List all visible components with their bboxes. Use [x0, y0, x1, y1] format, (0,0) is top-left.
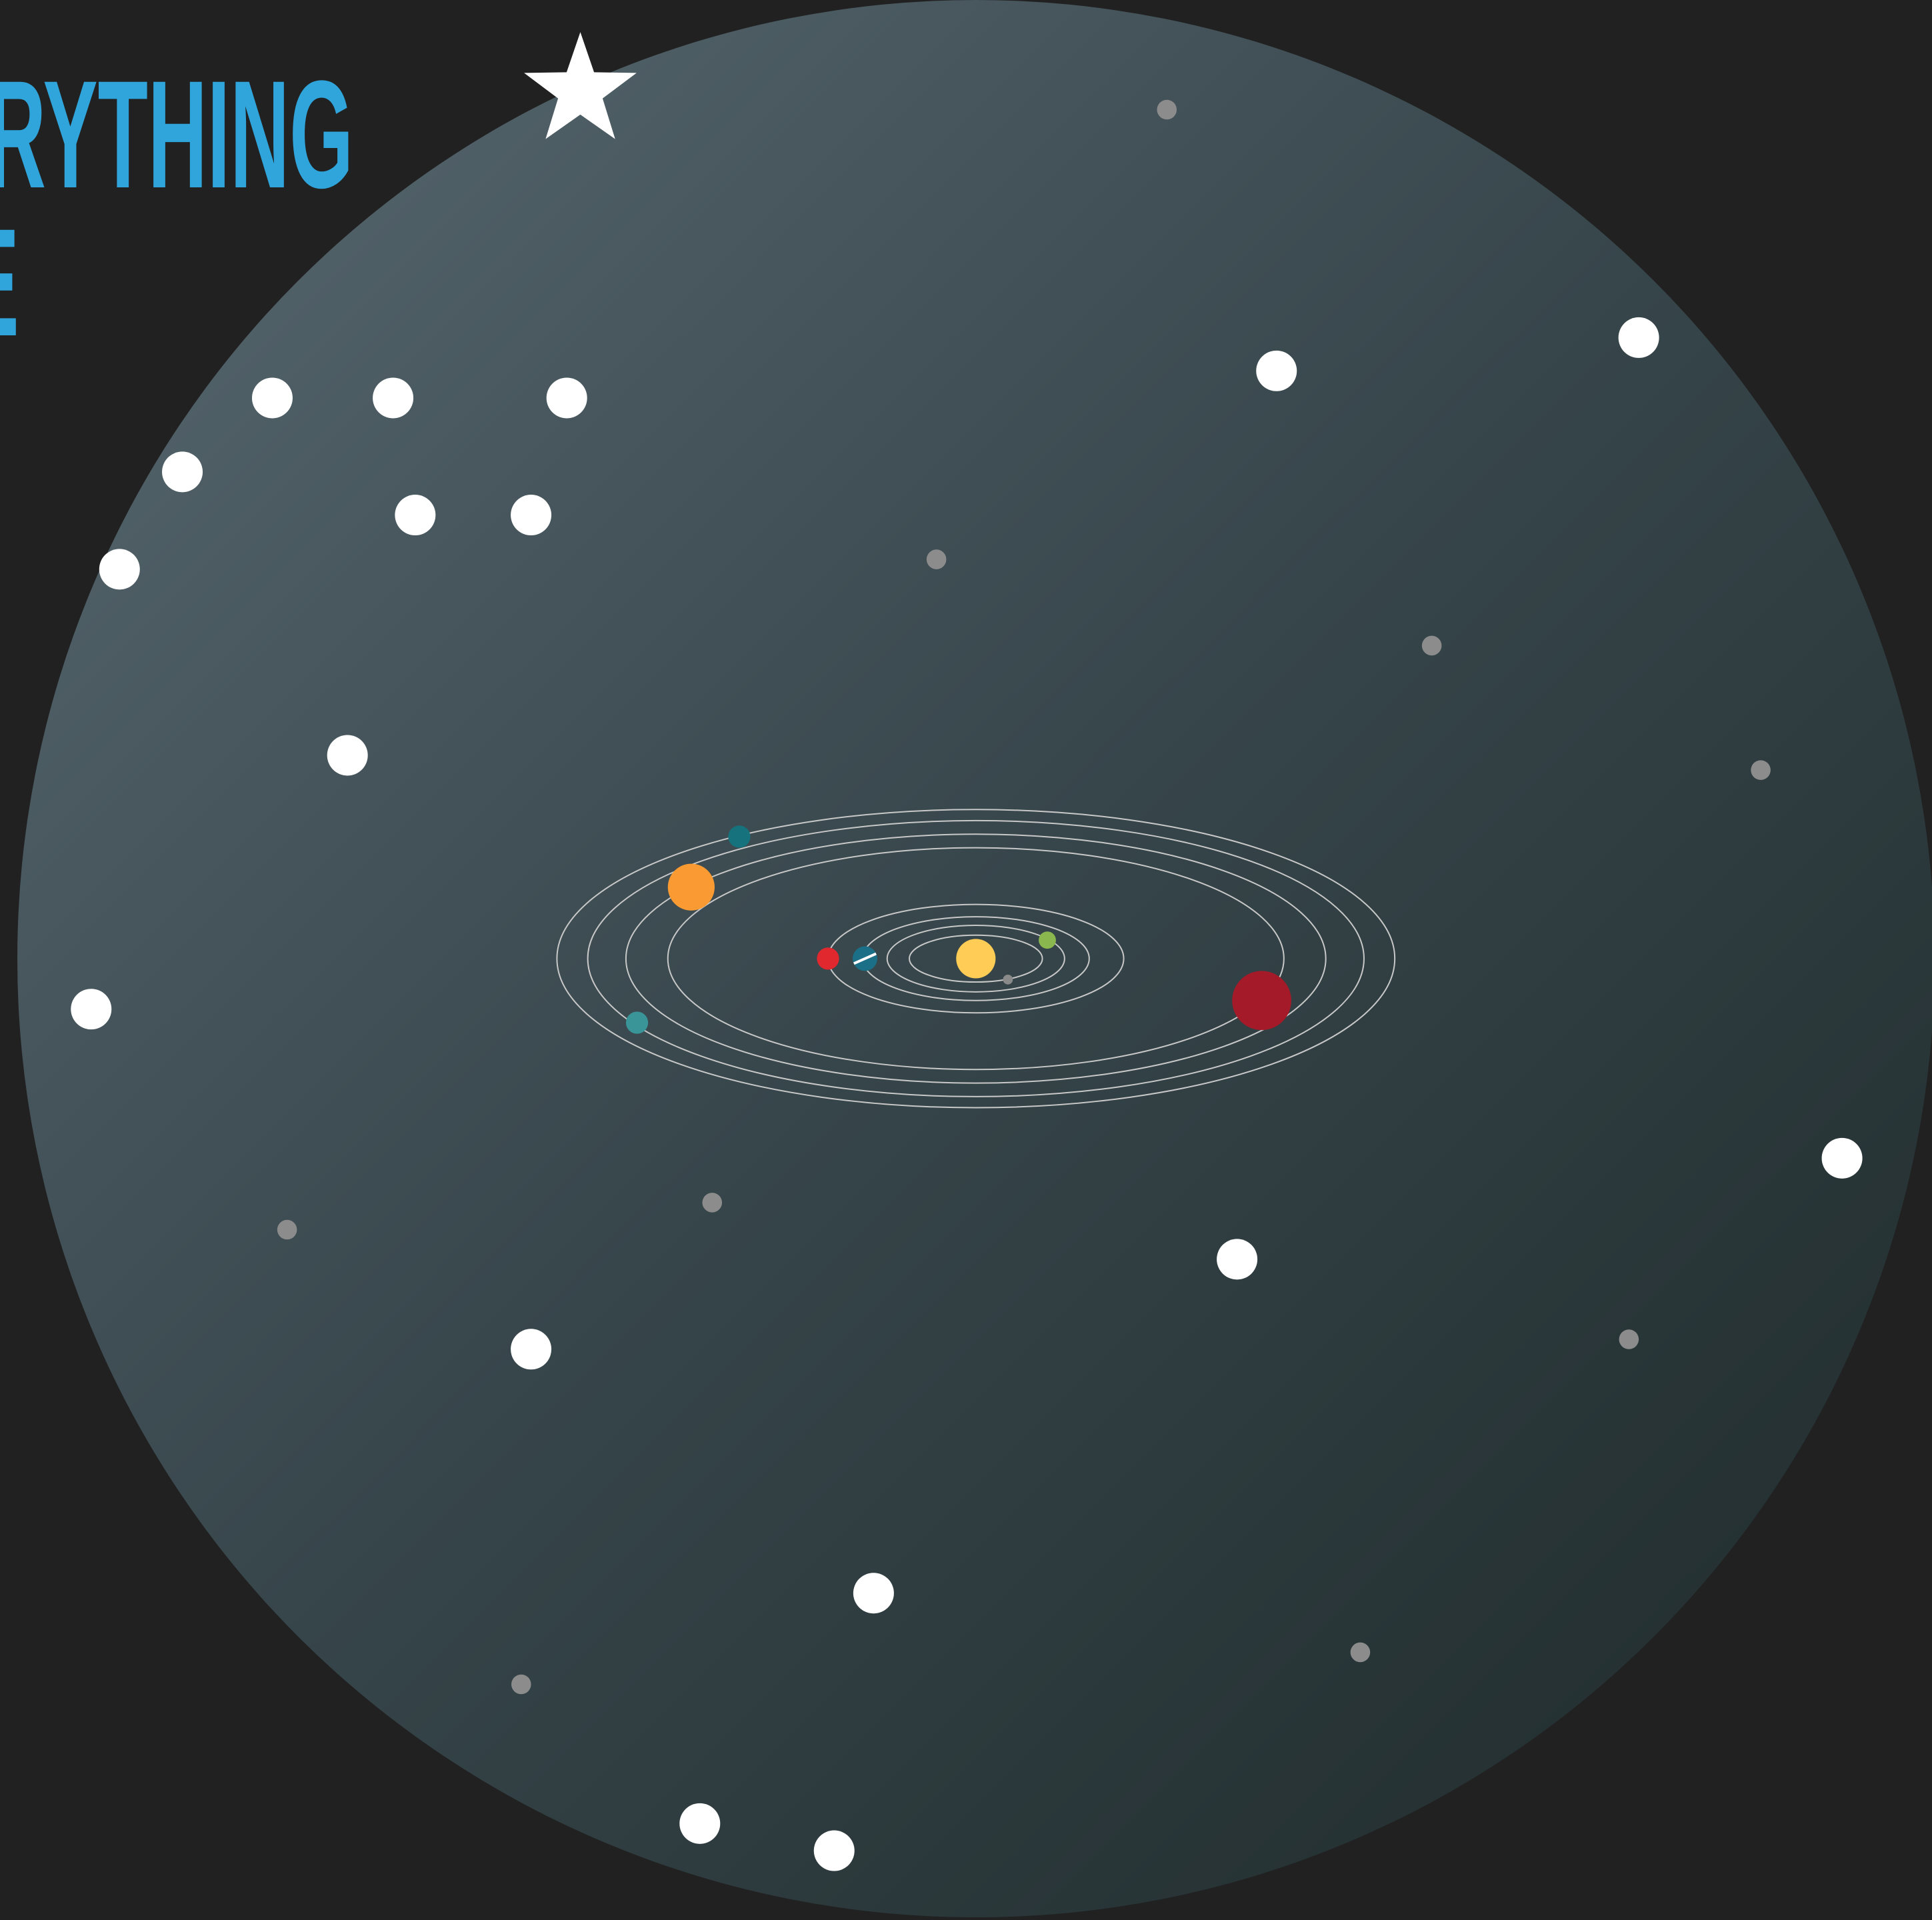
star-dot: [853, 1573, 894, 1614]
planet-ring: [853, 952, 877, 965]
star-dot: [373, 377, 414, 419]
planet: [817, 947, 839, 970]
planet: [1039, 931, 1056, 949]
faint-star-dot: [1350, 1642, 1371, 1663]
star-dot: [71, 989, 112, 1030]
planet: [956, 939, 996, 979]
star-dot: [1821, 1137, 1863, 1179]
star-dot: [813, 1830, 855, 1871]
star-dot: [546, 377, 587, 419]
star-dot: [1256, 350, 1297, 391]
star-dot: [511, 495, 552, 536]
star-dot: [679, 1803, 721, 1844]
title-line: E: [0, 197, 19, 368]
faint-star-dot: [1421, 635, 1442, 656]
faint-star-dot: [1751, 760, 1771, 780]
star-icon: [524, 32, 637, 139]
star-dot: [99, 549, 140, 590]
orbit: [667, 847, 1285, 1071]
planet: [625, 1011, 649, 1034]
faint-star-dot: [702, 1193, 723, 1213]
title-line: RYTHING: [0, 49, 353, 220]
planet: [667, 863, 715, 911]
faint-star-dot: [926, 549, 947, 569]
orbit: [587, 819, 1365, 1097]
planet: [1003, 974, 1013, 985]
star-dot: [395, 495, 436, 536]
star-dot: [1618, 317, 1659, 358]
faint-star-dot: [277, 1219, 297, 1240]
planet: [728, 825, 751, 848]
star-dot: [327, 735, 368, 776]
star-dot: [251, 377, 293, 419]
orbit: [886, 925, 1065, 993]
orbit: [908, 934, 1043, 983]
planet: [1232, 971, 1291, 1031]
orbit: [556, 809, 1396, 1109]
star-dot: [162, 451, 203, 493]
faint-star-dot: [511, 1674, 531, 1695]
star-dot: [511, 1329, 552, 1370]
faint-star-dot: [1619, 1329, 1639, 1349]
faint-star-dot: [1157, 99, 1177, 120]
orbit: [625, 833, 1327, 1084]
star-dot: [1217, 1239, 1258, 1280]
